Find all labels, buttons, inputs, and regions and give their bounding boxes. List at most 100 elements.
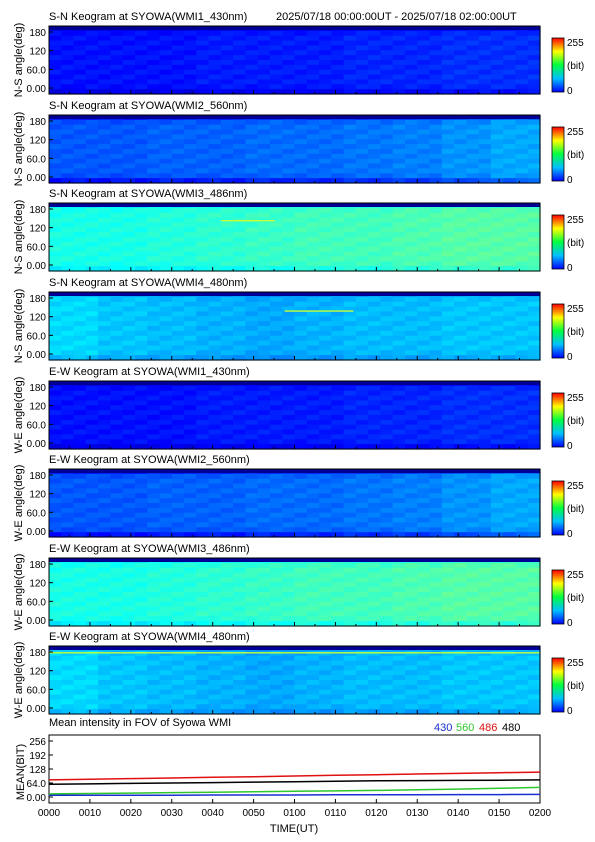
heatmap-cell [233, 655, 247, 662]
heatmap-cell [245, 45, 259, 51]
heatmap-cell [233, 493, 247, 499]
heatmap-cell [343, 587, 357, 593]
heatmap-cell [233, 606, 247, 613]
heatmap-cell [171, 124, 185, 131]
heatmap-cell [85, 163, 99, 170]
heatmap-cell [98, 158, 111, 165]
heatmap-cell [490, 532, 504, 538]
heatmap-cell [294, 385, 308, 392]
heatmap-cell [368, 670, 382, 676]
heatmap-cell [282, 266, 296, 272]
heatmap-cell [503, 261, 517, 267]
heatmap-cell [441, 163, 455, 170]
heatmap-cell [122, 517, 136, 524]
heatmap-cell [355, 237, 369, 243]
y-tick-label: 60.0 [27, 508, 47, 519]
heatmap-cell [466, 124, 480, 131]
heatmap-cell [61, 340, 75, 347]
heatmap-cell [404, 483, 418, 490]
heatmap-cell [159, 507, 173, 514]
heatmap-cell [466, 296, 480, 303]
heatmap-cell [282, 45, 296, 51]
heatmap-cell [184, 256, 197, 262]
heatmap-cell [454, 345, 467, 351]
heatmap-cell [61, 207, 75, 214]
heatmap-cell [233, 222, 247, 228]
heatmap-cell [122, 74, 136, 81]
heatmap-cell [147, 434, 161, 440]
heatmap-cell [527, 311, 541, 317]
heatmap-cell [404, 689, 418, 696]
heatmap-cell [343, 350, 357, 356]
heatmap-cell [282, 483, 296, 490]
heatmap-cell [404, 30, 418, 37]
heatmap-cell [404, 488, 418, 494]
heatmap-cell [85, 134, 99, 140]
heatmap-cell [417, 84, 431, 90]
heatmap-cell [429, 69, 443, 76]
heatmap-cell [122, 675, 136, 681]
heatmap-cell [61, 577, 75, 583]
heatmap-cell [355, 241, 369, 248]
heatmap-cell [306, 395, 320, 402]
heatmap-cell [368, 144, 382, 150]
heatmap-cell [466, 35, 480, 42]
heatmap-cell [294, 311, 308, 317]
heatmap-cell [404, 704, 418, 710]
heatmap-cell [196, 650, 210, 657]
heatmap-cells [49, 292, 541, 361]
heatmap-cell [245, 335, 259, 342]
heatmap-cell [441, 478, 455, 485]
heatmap-cell [319, 84, 332, 90]
heatmap-cell [429, 237, 443, 243]
heatmap-cell [85, 84, 99, 90]
heatmap-cell [208, 684, 222, 691]
heatmap-cell [294, 139, 308, 145]
heatmap-cell [404, 709, 418, 715]
heatmap-cell [208, 587, 222, 593]
heatmap-cell [294, 153, 308, 160]
heatmap-cell [73, 350, 87, 356]
heatmap-cell [454, 512, 467, 519]
heatmap-cell [98, 689, 111, 696]
heatmap-cell [478, 40, 492, 47]
heatmap-cell [171, 306, 185, 313]
heatmap-cell [110, 562, 124, 569]
heatmap-cell [306, 261, 320, 267]
heatmap-cell [319, 139, 332, 145]
heatmap-cell [196, 217, 210, 224]
heatmap-cell [61, 251, 75, 258]
heatmap-cell [515, 680, 529, 686]
heatmap-cell [49, 439, 62, 445]
heatmap-cell [61, 419, 75, 426]
heatmap-cell [490, 611, 504, 617]
heatmap-cell [98, 124, 111, 131]
heatmap-cell [184, 326, 197, 332]
heatmap-cell [306, 596, 320, 603]
heatmap-cell [85, 434, 99, 440]
heatmap-cell [122, 222, 136, 228]
heatmap-cell [490, 709, 504, 715]
heatmap-cell [490, 139, 504, 145]
heatmap-cell [245, 410, 259, 416]
heatmap-cell [110, 522, 124, 528]
heatmap-cell [441, 217, 455, 224]
heatmap-cell [233, 670, 247, 676]
heatmap-cell [85, 522, 99, 528]
heatmap-cell [466, 330, 480, 337]
heatmap-cell [196, 670, 210, 676]
heatmap-cell [282, 256, 296, 262]
heatmap-cell [49, 124, 62, 131]
heatmap-cell [527, 493, 541, 499]
heatmap-cell [147, 311, 161, 317]
heatmap-cell [490, 684, 504, 691]
heatmap-cell [515, 405, 529, 411]
heatmap-cell [49, 256, 62, 262]
heatmap-cell [319, 316, 332, 322]
heatmap-cell [527, 650, 541, 657]
heatmap-cell [110, 35, 124, 42]
heatmap-cell [429, 562, 443, 569]
heatmap-cell [257, 207, 271, 214]
heatmap-cell [220, 30, 234, 37]
